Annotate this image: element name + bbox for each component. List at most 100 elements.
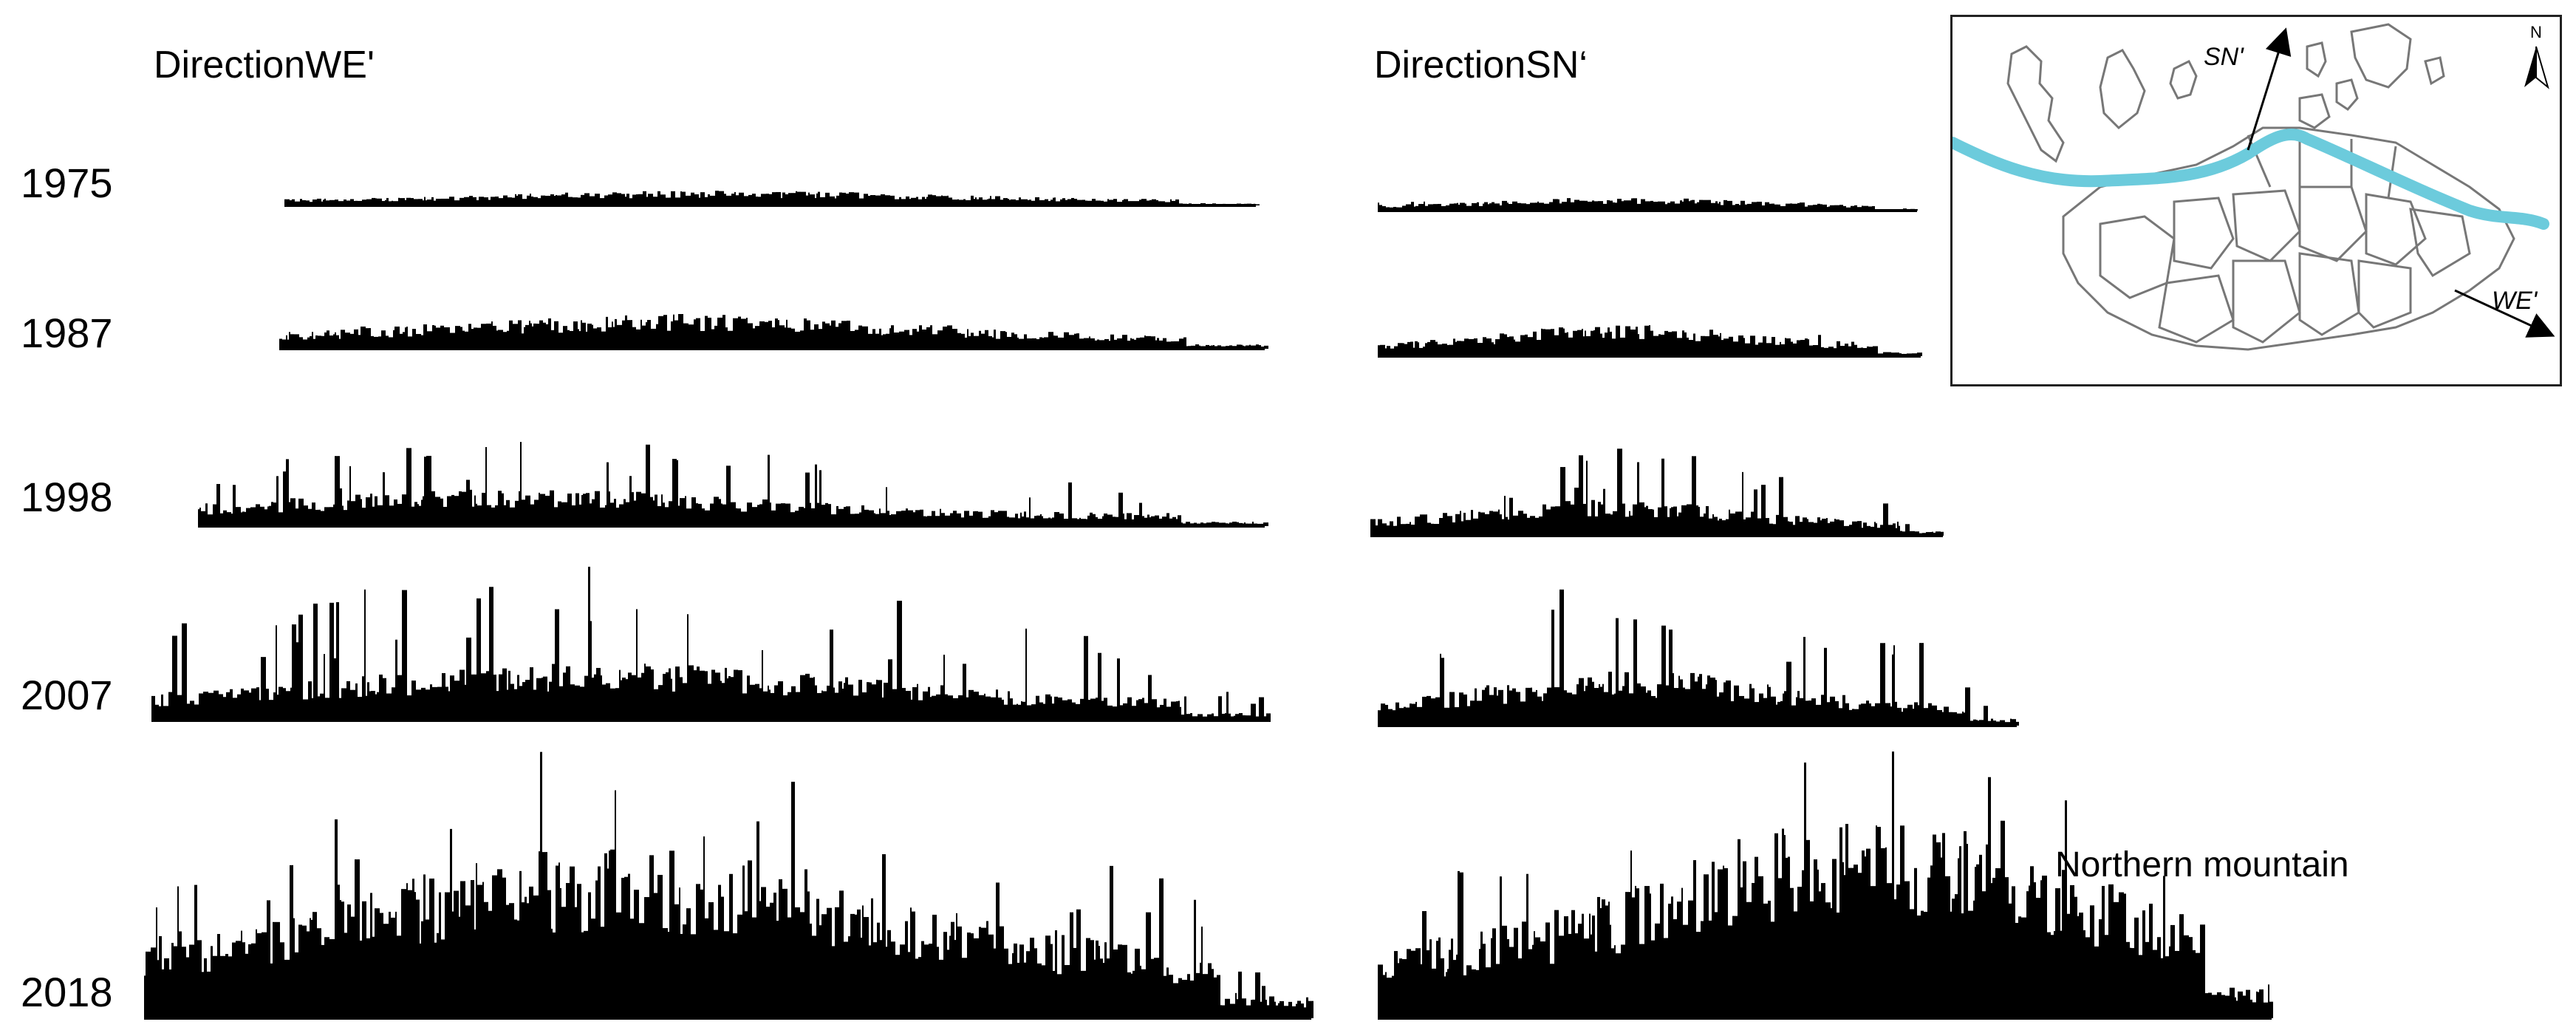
profile-bar — [1875, 703, 1880, 726]
profile-bar — [1601, 504, 1603, 536]
profile-bar — [2246, 989, 2250, 1018]
profile-bar — [1762, 205, 1765, 211]
profile-bar — [962, 958, 967, 1018]
profile-bar — [680, 191, 682, 205]
profile-bar — [1131, 973, 1132, 1018]
profile-bar — [1144, 517, 1147, 526]
profile-bar — [2065, 800, 2067, 1018]
profile-bar — [508, 197, 512, 205]
profile-bar — [912, 329, 917, 349]
profile-bar — [406, 883, 408, 1018]
profile-bar — [477, 884, 482, 1018]
profile-bar — [372, 506, 375, 526]
profile-bar — [290, 200, 292, 205]
profile-bar — [781, 503, 785, 526]
profile-bar — [636, 491, 641, 526]
profile-bar — [950, 513, 953, 526]
profile-bar — [1152, 199, 1156, 205]
profile-bar — [307, 931, 310, 1018]
profile-bar — [327, 330, 329, 349]
profile-bar — [279, 338, 282, 349]
profile-bar — [657, 505, 661, 526]
profile-bar — [1973, 900, 1975, 1018]
profile-bar — [1624, 672, 1629, 726]
profile-bar — [584, 193, 590, 205]
profile-bar — [1559, 935, 1564, 1018]
profile-bar — [471, 329, 474, 349]
profile-bar — [778, 320, 779, 349]
profile-bar — [1507, 685, 1509, 726]
profile-bar — [844, 683, 845, 720]
profile-bar — [1646, 505, 1648, 536]
profile-bar — [1399, 958, 1402, 1018]
profile-bar — [1486, 338, 1492, 356]
profile-bar — [312, 912, 317, 1018]
profile-bar — [1109, 200, 1113, 205]
profile-bar — [896, 511, 901, 526]
profile-bar — [538, 198, 541, 205]
profile-bar — [1098, 652, 1101, 720]
profile-bar — [477, 327, 481, 349]
profile-bar — [445, 686, 448, 720]
profile-bar — [1992, 877, 1995, 1018]
profile-bar — [1669, 630, 1673, 726]
profile-bar — [1991, 718, 1993, 726]
profile-bar — [351, 501, 355, 526]
profile-bar — [827, 685, 830, 720]
profile-bar — [493, 325, 496, 349]
profile-bar — [758, 197, 761, 205]
profile-bar — [590, 196, 595, 205]
profile-bar — [460, 881, 465, 1018]
profile-bar — [1542, 329, 1545, 356]
profile-bar — [1007, 516, 1009, 526]
profile-bar — [1500, 205, 1502, 211]
profile-bar — [397, 675, 402, 720]
profile-bar — [2000, 720, 2005, 726]
profile-bar — [1706, 505, 1709, 536]
profile-bar — [1926, 532, 1930, 536]
profile-bar — [772, 192, 776, 205]
profile-bar — [855, 514, 859, 526]
profile-bar — [339, 338, 341, 349]
profile-bar — [1241, 344, 1243, 349]
profile-bar — [623, 499, 626, 526]
profile-bar — [389, 337, 393, 349]
profile-bar — [795, 511, 799, 526]
profile-bar — [213, 690, 219, 720]
profile-bar — [1661, 458, 1664, 536]
profile-bar — [971, 195, 974, 205]
profile-bar — [1814, 522, 1817, 536]
profile-bar — [300, 199, 302, 205]
northern-parcels — [2006, 23, 2445, 163]
profile-bar — [1979, 854, 1982, 1018]
profile-bar — [1520, 701, 1526, 726]
profile-bar — [1603, 488, 1605, 536]
profile-bar — [1466, 965, 1472, 1018]
profile-bar — [1636, 327, 1638, 356]
profile-bar — [324, 198, 326, 205]
profile-bar — [1175, 199, 1179, 205]
profile-bar — [634, 500, 636, 526]
profile-bar — [1670, 201, 1675, 211]
profile-bar — [1418, 342, 1419, 356]
profile-bar — [1755, 702, 1759, 726]
profile-bar — [249, 692, 251, 720]
profile-bar — [2208, 992, 2212, 1018]
profile-bar — [689, 665, 694, 720]
profile-bar — [947, 325, 952, 349]
profile-bar — [1104, 942, 1107, 1018]
profile-bar — [1610, 331, 1612, 356]
profile-bar — [1226, 204, 1229, 205]
profile-bar — [1036, 338, 1039, 349]
profile-bar — [1385, 704, 1388, 726]
profile-bar — [983, 200, 987, 205]
profile-bar — [1059, 513, 1064, 526]
profile-bar — [1820, 520, 1822, 536]
profile-bar — [414, 502, 417, 526]
profile-bar — [1588, 677, 1592, 726]
profile-bar — [928, 686, 930, 720]
profile-bar — [471, 880, 474, 1018]
profile-bar — [1176, 701, 1178, 720]
profile-bar — [1893, 523, 1896, 536]
profile-bar — [1457, 202, 1458, 211]
